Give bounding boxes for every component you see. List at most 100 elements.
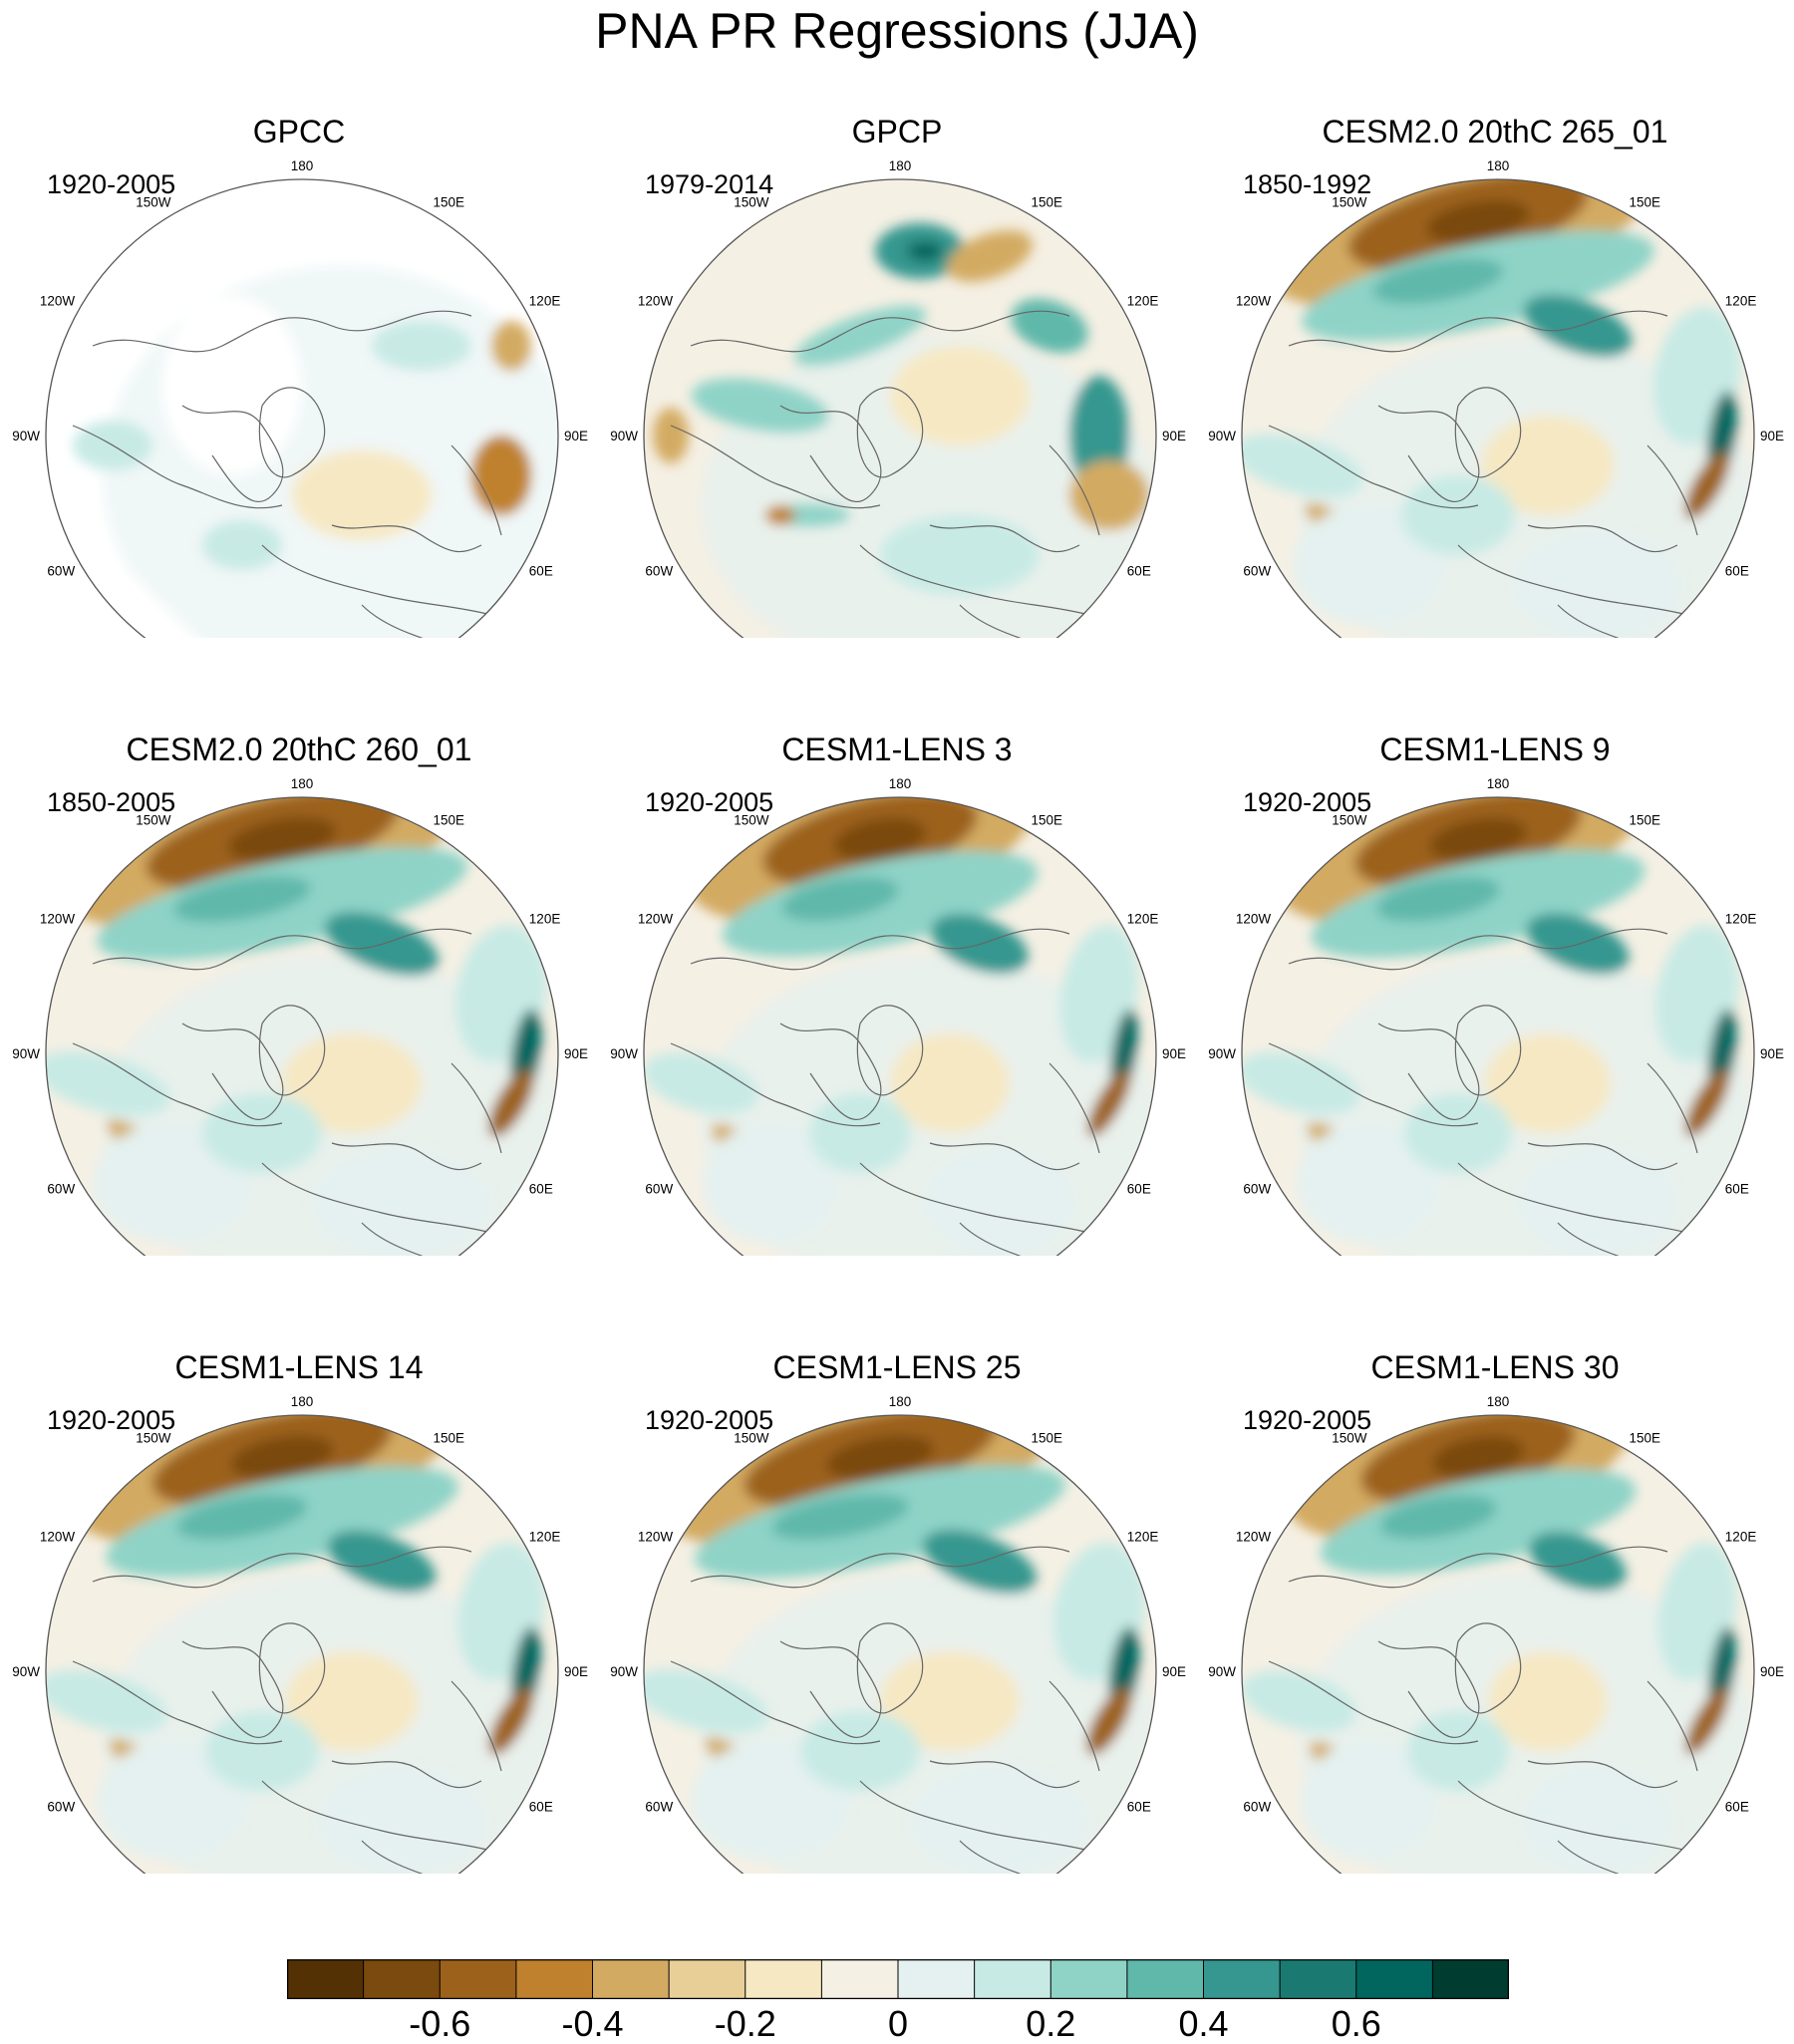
colorbar-swatch (1126, 1959, 1205, 1999)
longitude-label: 60W (1243, 1800, 1271, 1815)
map-field (1242, 1415, 1754, 1874)
panel-title: CESM1-LENS 14 (174, 1349, 424, 1385)
longitude-label: 150W (734, 1430, 769, 1445)
longitude-label: 90W (610, 1046, 638, 1061)
longitude-label: 150W (734, 812, 769, 827)
longitude-label: 60E (529, 1182, 553, 1197)
longitude-label: 60E (1725, 1182, 1749, 1197)
map-field (1242, 179, 1754, 638)
longitude-label: 150E (1630, 194, 1661, 209)
colorbar-swatch (515, 1959, 594, 1999)
longitude-label: 120W (40, 1530, 76, 1545)
polar-map: 180150E120E90E60E30E030W60W90W120W150W (610, 158, 1186, 638)
map-panel: CESM1-LENS 301920-2005180150E120E90E60E3… (1196, 1256, 1794, 1874)
longitude-label: 150E (1630, 812, 1661, 827)
longitude-label: 60E (529, 564, 553, 579)
longitude-label: 150W (1332, 812, 1367, 827)
colorbar-swatch (1431, 1959, 1509, 1999)
map-field (644, 797, 1156, 1256)
map-boundary (643, 796, 1157, 1256)
longitude-label: 90W (12, 1664, 40, 1679)
longitude-label: 150W (734, 194, 769, 209)
map-panel: CESM1-LENS 91920-2005180150E120E90E60E30… (1196, 638, 1794, 1256)
longitude-label: 90W (12, 429, 40, 443)
longitude-label: 150E (1032, 812, 1063, 827)
panel-period: 1920-2005 (1243, 1405, 1372, 1435)
coastlines (670, 1546, 1100, 1874)
polar-map: 180150E120E90E60E30E030W60W90W120W150W (1208, 776, 1784, 1256)
longitude-label: 60E (1127, 1800, 1151, 1815)
map-field (1242, 797, 1754, 1256)
colorbar (287, 1959, 1509, 1999)
longitude-label: 180 (889, 158, 912, 173)
map-panel: CESM1-LENS 31920-2005180150E120E90E60E30… (598, 638, 1196, 1256)
panel-period: 1920-2005 (645, 1405, 774, 1435)
panel-title: GPCC (252, 114, 346, 149)
colorbar-swatch (439, 1959, 517, 1999)
panel-title: GPCP (851, 114, 943, 149)
panel-title: CESM1-LENS 9 (1379, 731, 1611, 767)
longitude-label: 60E (1725, 564, 1749, 579)
map-panel: CESM2.0 20thC 260_01 1850-2005 180 150E 120E… (0, 638, 598, 1256)
longitude-label: 120W (1236, 294, 1272, 309)
map-boundary (45, 796, 559, 1256)
map-field (644, 179, 1156, 638)
colorbar-swatch (745, 1959, 823, 1999)
longitude-label: 150E (1032, 194, 1063, 209)
map-panel: CESM2.0 20thC 265_01 1850-1992 180 150E 120E… (1196, 20, 1794, 638)
longitude-label: 90E (1162, 429, 1186, 443)
longitude-label: 150E (434, 1430, 465, 1445)
longitude-label: 90E (1760, 1664, 1784, 1679)
longitude-label: 60W (47, 564, 75, 579)
colorbar-swatch (974, 1959, 1052, 1999)
map-field (46, 1415, 558, 1874)
longitude-label: 180 (1487, 158, 1510, 173)
longitude-label: 60E (1127, 564, 1151, 579)
longitude-label: 90E (564, 1046, 588, 1061)
coastlines (72, 1546, 502, 1874)
longitude-label: 150W (136, 194, 171, 209)
panel-title: CESM1-LENS 30 (1370, 1349, 1620, 1385)
colorbar-tick-label: 0.2 (1026, 2003, 1076, 2044)
longitude-label: 120E (529, 1530, 561, 1545)
map-field (46, 797, 558, 1256)
longitude-label: 180 (291, 776, 314, 791)
panel-period: 1850-2005 (47, 787, 176, 817)
polar-map: 180150E120E90E60E30E030W60W90W120W150W (12, 1394, 588, 1874)
longitude-label: 90E (1162, 1046, 1186, 1061)
map-boundary (643, 1414, 1157, 1874)
longitude-label: 90W (12, 1046, 40, 1061)
polar-map: 180150E120E90E60E30E030W60W90W120W150W (12, 158, 588, 638)
panel-title: CESM1-LENS 3 (781, 731, 1013, 767)
colorbar-frame (287, 1959, 1509, 1999)
longitude-label: 60E (529, 1800, 553, 1815)
longitude-label: 120W (638, 912, 674, 927)
coastlines (1268, 928, 1698, 1256)
longitude-label: 180 (889, 1394, 912, 1409)
longitude-label: 60W (645, 1182, 673, 1197)
longitude-label: 120E (529, 912, 561, 927)
map-boundary (1241, 796, 1755, 1256)
longitude-label: 120W (40, 294, 76, 309)
polar-map: 180150E120E90E60E30E030W60W90W120W150W (12, 776, 588, 1256)
colorbar-swatch (1355, 1959, 1434, 1999)
colorbar-tick-label: -0.4 (561, 2003, 624, 2044)
colorbar-tick-label: 0.4 (1178, 2003, 1229, 2044)
colorbar-swatch (668, 1959, 747, 1999)
longitude-label: 120E (1127, 1530, 1159, 1545)
longitude-label: 120E (1127, 912, 1159, 927)
longitude-label: 150E (434, 194, 465, 209)
coastlines (72, 310, 502, 638)
panel-period: 1920-2005 (47, 169, 176, 199)
panel-title: CESM2.0 20thC 265_01 (1322, 114, 1668, 149)
longitude-label: 120E (1725, 1530, 1757, 1545)
colorbar-swatch (1203, 1959, 1282, 1999)
longitude-label: 60W (47, 1800, 75, 1815)
colorbar-tick-label: -0.2 (714, 2003, 776, 2044)
panel-title: CESM2.0 20thC 260_01 (126, 731, 472, 767)
polar-map: 180150E120E90E60E30E030W60W90W120W150W (1208, 1394, 1784, 1874)
longitude-label: 90E (564, 1664, 588, 1679)
map-boundary (45, 1414, 559, 1874)
longitude-label: 60E (1127, 1182, 1151, 1197)
longitude-label: 60E (1725, 1800, 1749, 1815)
